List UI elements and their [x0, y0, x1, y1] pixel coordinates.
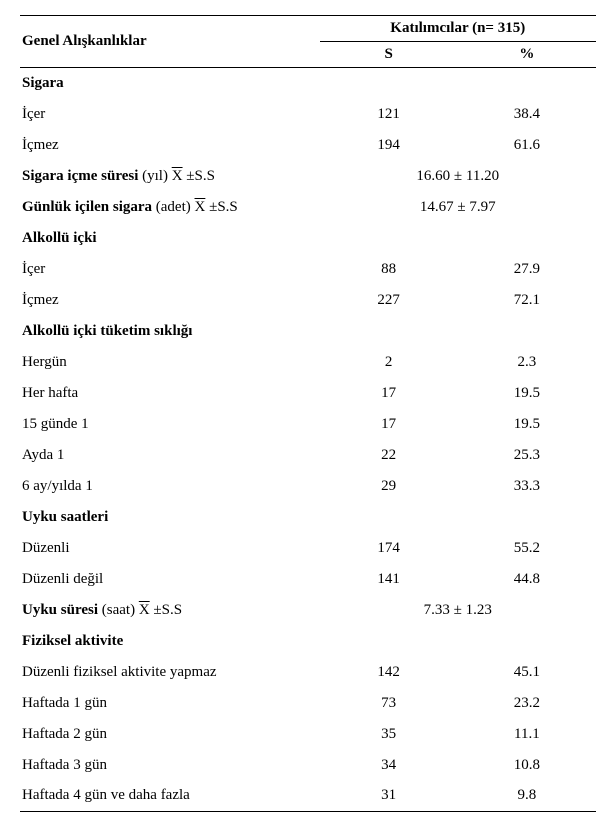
row-label: Düzenli [20, 533, 320, 564]
section-title-fiziksel: Fiziksel aktivite [20, 626, 320, 657]
row-p: 19.5 [458, 409, 596, 440]
table-row: Ayda 12225.3 [20, 440, 596, 471]
habits-table: Genel Alışkanlıklar Katılımcılar (n= 315… [20, 15, 596, 812]
row-label: Hergün [20, 347, 320, 378]
row-label: Sigara içme süresi (yıl) X ±S.S [20, 161, 320, 192]
label-post: (adet) [152, 199, 194, 215]
label-post: (yıl) [138, 168, 171, 184]
row-label: Haftada 1 gün [20, 688, 320, 719]
row-label: İçmez [20, 130, 320, 161]
row-p: 45.1 [458, 657, 596, 688]
xbar-symbol: X [195, 201, 206, 215]
row-p: 10.8 [458, 750, 596, 781]
table-row: İçmez19461.6 [20, 130, 596, 161]
row-p: 55.2 [458, 533, 596, 564]
row-value: 7.33 ± 1.23 [320, 595, 596, 626]
table-row: 15 günde 11719.5 [20, 409, 596, 440]
label-pre: Uyku süresi [22, 602, 98, 618]
label-ss: ±S.S [150, 602, 182, 618]
label-post: (saat) [98, 602, 139, 618]
row-label: Günlük içilen sigara (adet) X ±S.S [20, 192, 320, 223]
table-row: 6 ay/yılda 12933.3 [20, 471, 596, 502]
row-p: 61.6 [458, 130, 596, 161]
row-label: Her hafta [20, 378, 320, 409]
table-row: Düzenli17455.2 [20, 533, 596, 564]
row-s: 142 [320, 657, 458, 688]
table-row: İçmez22772.1 [20, 285, 596, 316]
table-row: Haftada 4 gün ve daha fazla319.8 [20, 781, 596, 812]
label-ss: ±S.S [183, 168, 215, 184]
table-row: Haftada 1 gün7323.2 [20, 688, 596, 719]
section-title-uyku: Uyku saatleri [20, 502, 320, 533]
row-label: Düzenli değil [20, 564, 320, 595]
row-s: 121 [320, 99, 458, 130]
table-row: Düzenli değil14144.8 [20, 564, 596, 595]
header-rowlabel: Genel Alışkanlıklar [20, 16, 320, 68]
row-p: 23.2 [458, 688, 596, 719]
row-s: 34 [320, 750, 458, 781]
label-pre: Sigara içme süresi [22, 168, 138, 184]
table-row: Haftada 3 gün3410.8 [20, 750, 596, 781]
table-row: Günlük içilen sigara (adet) X ±S.S 14.67… [20, 192, 596, 223]
row-s: 88 [320, 254, 458, 285]
row-s: 174 [320, 533, 458, 564]
row-label: Uyku süresi (saat) X ±S.S [20, 595, 320, 626]
row-s: 73 [320, 688, 458, 719]
xbar-symbol: X [172, 170, 183, 184]
label-pre: Günlük içilen sigara [22, 199, 152, 215]
row-value: 16.60 ± 11.20 [320, 161, 596, 192]
table-row: Hergün22.3 [20, 347, 596, 378]
label-ss: ±S.S [205, 199, 237, 215]
row-label: İçer [20, 254, 320, 285]
row-s: 227 [320, 285, 458, 316]
table-row: Her hafta1719.5 [20, 378, 596, 409]
row-label: Haftada 3 gün [20, 750, 320, 781]
row-s: 31 [320, 781, 458, 812]
row-p: 27.9 [458, 254, 596, 285]
table-row: Düzenli fiziksel aktivite yapmaz14245.1 [20, 657, 596, 688]
row-s: 22 [320, 440, 458, 471]
row-s: 194 [320, 130, 458, 161]
row-p: 72.1 [458, 285, 596, 316]
row-p: 11.1 [458, 719, 596, 750]
row-p: 38.4 [458, 99, 596, 130]
row-label: 15 günde 1 [20, 409, 320, 440]
table-row: İçer12138.4 [20, 99, 596, 130]
table-row: Sigara içme süresi (yıl) X ±S.S 16.60 ± … [20, 161, 596, 192]
row-p: 44.8 [458, 564, 596, 595]
row-label: Haftada 2 gün [20, 719, 320, 750]
table-row: Haftada 2 gün3511.1 [20, 719, 596, 750]
row-value: 14.67 ± 7.97 [320, 192, 596, 223]
row-s: 17 [320, 409, 458, 440]
row-s: 2 [320, 347, 458, 378]
header-col-p: % [458, 42, 596, 68]
section-title-sigara: Sigara [20, 68, 320, 99]
row-p: 9.8 [458, 781, 596, 812]
header-group: Katılımcılar (n= 315) [320, 16, 596, 42]
row-p: 33.3 [458, 471, 596, 502]
row-label: İçmez [20, 285, 320, 316]
table-row: Uyku süresi (saat) X ±S.S 7.33 ± 1.23 [20, 595, 596, 626]
row-s: 35 [320, 719, 458, 750]
section-title-alkol-siklik: Alkollü içki tüketim sıklığı [20, 316, 320, 347]
section-title-alkol: Alkollü içki [20, 223, 320, 254]
row-label: Ayda 1 [20, 440, 320, 471]
header-col-s: S [320, 42, 458, 68]
row-s: 141 [320, 564, 458, 595]
row-s: 29 [320, 471, 458, 502]
row-label: İçer [20, 99, 320, 130]
row-label: Haftada 4 gün ve daha fazla [20, 781, 320, 812]
row-p: 2.3 [458, 347, 596, 378]
xbar-symbol: X [139, 604, 150, 618]
row-s: 17 [320, 378, 458, 409]
row-p: 25.3 [458, 440, 596, 471]
row-label: 6 ay/yılda 1 [20, 471, 320, 502]
row-label: Düzenli fiziksel aktivite yapmaz [20, 657, 320, 688]
table-row: İçer8827.9 [20, 254, 596, 285]
row-p: 19.5 [458, 378, 596, 409]
